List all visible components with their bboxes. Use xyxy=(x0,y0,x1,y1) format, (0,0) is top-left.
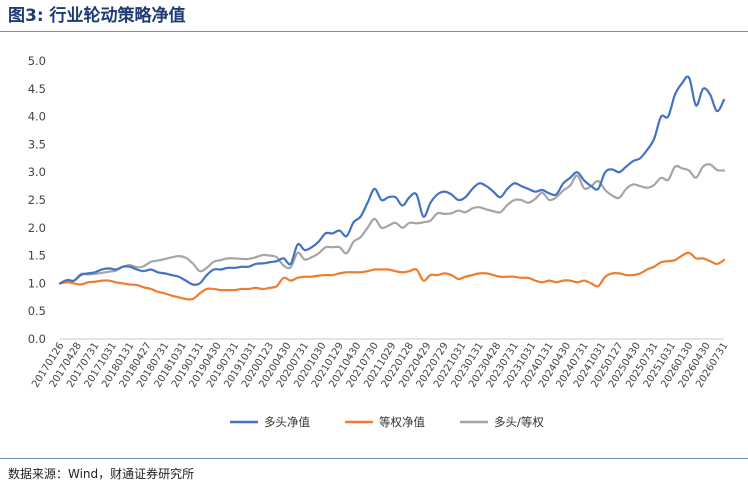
legend-label-0: 多头净值 xyxy=(264,415,310,429)
y-tick-label: 5.0 xyxy=(28,54,46,68)
series-lines xyxy=(58,75,726,301)
net-value-chart: 0.0 0.5 1.0 1.5 2.0 2.5 3.0 3.5 4.0 4.5 5.0 201701… xyxy=(28,54,731,429)
legend: 多头净值 等权净值 多头/等权 xyxy=(230,415,544,429)
series-line-0 xyxy=(58,75,726,286)
y-tick-label: 4.0 xyxy=(28,110,46,124)
y-tick-label: 1.0 xyxy=(28,276,46,290)
y-tick-label: 0.0 xyxy=(28,332,46,346)
y-tick-label: 2.0 xyxy=(28,221,46,235)
y-tick-label: 2.5 xyxy=(28,193,46,207)
legend-label-1: 等权净值 xyxy=(379,415,425,429)
series-line-1 xyxy=(58,251,726,301)
data-source: 数据来源：Wind，财通证券研究所 xyxy=(8,467,195,481)
y-tick-label: 1.5 xyxy=(28,249,46,263)
y-tick-label: 3.0 xyxy=(28,165,46,179)
title-rule xyxy=(0,31,748,32)
y-tick-label: 4.5 xyxy=(28,82,46,96)
x-axis: 2017012620170428201707312017103120180131… xyxy=(30,341,730,390)
y-tick-label: 3.5 xyxy=(28,137,46,151)
series-line-2 xyxy=(58,163,726,285)
y-axis: 0.0 0.5 1.0 1.5 2.0 2.5 3.0 3.5 4.0 4.5 5.0 xyxy=(28,54,46,346)
legend-label-2: 多头/等权 xyxy=(494,415,544,429)
figure-title: 图3: 行业轮动策略净值 xyxy=(8,6,186,26)
source-rule xyxy=(0,458,748,459)
y-tick-label: 0.5 xyxy=(28,304,46,318)
